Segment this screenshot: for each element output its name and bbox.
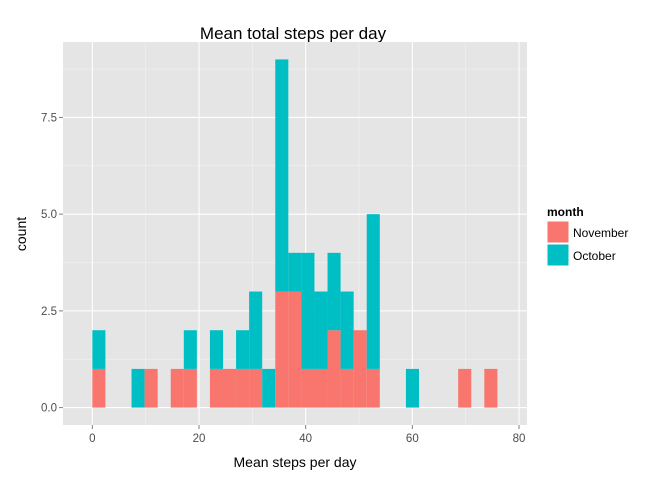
bar-november [170, 368, 184, 408]
bar-october [405, 368, 419, 408]
bar-november [353, 330, 367, 408]
bar-november [223, 368, 237, 408]
bar-november [275, 291, 289, 408]
bar-october [301, 252, 315, 369]
bar-november [340, 368, 354, 408]
bar-november [236, 368, 250, 408]
bar-october [92, 330, 106, 369]
bar-october [131, 368, 145, 408]
x-tick-label: 40 [299, 433, 312, 445]
x-tick-label: 20 [193, 433, 206, 445]
x-tick-label: 80 [513, 433, 526, 445]
bar-november [209, 368, 223, 408]
legend-label-november: November [573, 226, 628, 240]
x-axis: 0 20 40 60 80 [89, 425, 525, 445]
histogram-bars [92, 59, 498, 408]
legend-swatch-november [546, 220, 570, 244]
bar-november [249, 368, 263, 408]
bar-november [92, 368, 106, 408]
bar-october [288, 252, 302, 292]
y-tick-label: 7.5 [41, 112, 57, 124]
y-axis-title: count [13, 217, 29, 251]
legend-swatch-october [546, 243, 570, 267]
bar-october [275, 59, 289, 292]
chart-title: Mean total steps per day [200, 24, 387, 43]
bar-october [249, 291, 263, 369]
y-tick-label: 5.0 [41, 209, 57, 221]
bar-november [144, 368, 158, 408]
bar-november [314, 368, 328, 408]
bar-october [236, 330, 250, 369]
y-axis: 0.0 2.5 5.0 7.5 [41, 112, 63, 415]
x-axis-title: Mean steps per day [234, 454, 357, 470]
x-tick-label: 60 [406, 433, 419, 445]
bar-november [183, 368, 197, 408]
bar-october [314, 291, 328, 369]
bar-october [327, 252, 341, 331]
bar-october [262, 368, 276, 408]
y-tick-label: 0.0 [41, 403, 57, 415]
bar-november [288, 291, 302, 408]
legend: month November October [546, 205, 628, 267]
bar-november [458, 368, 472, 408]
y-tick-label: 2.5 [41, 306, 57, 318]
bar-october [366, 214, 380, 369]
bar-october [209, 330, 223, 369]
bar-october [340, 291, 354, 369]
legend-title: month [547, 205, 584, 219]
bar-november [327, 330, 341, 408]
bar-november [366, 368, 380, 408]
x-tick-label: 0 [89, 433, 95, 445]
bar-november [301, 368, 315, 408]
bar-october [183, 330, 197, 369]
bar-november [484, 368, 498, 408]
legend-label-october: October [573, 249, 616, 263]
